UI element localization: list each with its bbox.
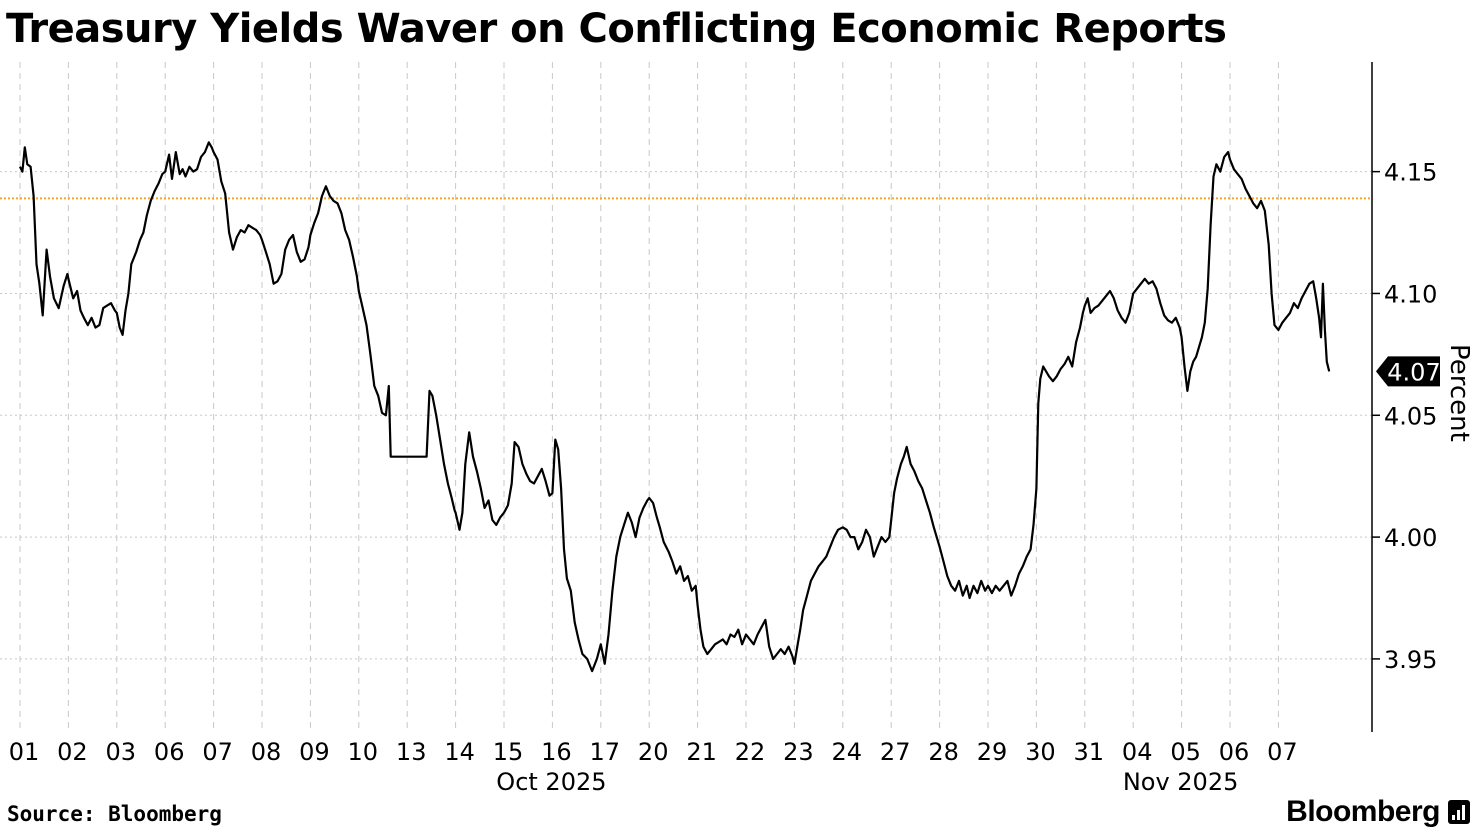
x-tick-label: 01 (9, 738, 40, 766)
last-value-badge: 4.07 (1376, 356, 1441, 387)
x-tick-label: 30 (1025, 738, 1056, 766)
x-tick-label: 27 (880, 738, 911, 766)
last-value-badge-shape (1376, 356, 1440, 387)
y-axis-label: Percent (1444, 344, 1474, 442)
x-tick-label: 23 (783, 738, 814, 766)
brand-name: Bloomberg (1286, 795, 1440, 828)
series-lines (19, 141, 1331, 673)
vertical-grid (19, 62, 1279, 732)
x-tick-label: 17 (590, 738, 621, 766)
y-tick-label: 4.15 (1384, 159, 1437, 187)
x-tick-label: 29 (977, 738, 1008, 766)
x-tick-label: 22 (735, 738, 766, 766)
x-tick-label: 04 (1122, 738, 1153, 766)
x-tick-label: 24 (832, 738, 863, 766)
y-tick-label: 4.00 (1384, 524, 1437, 552)
brand-logo: Bloomberg (1286, 795, 1470, 829)
source-note: Source: Bloomberg (7, 802, 222, 826)
x-tick-label: 06 (1219, 738, 1250, 766)
x-tick-label: 05 (1170, 738, 1201, 766)
x-tick-label: 13 (396, 738, 427, 766)
x-tick-label: 03 (106, 738, 137, 766)
x-month-label: Nov 2025 (1123, 768, 1239, 796)
x-tick-label: 10 (348, 738, 379, 766)
last-value-label: 4.07 (1387, 358, 1440, 386)
horizontal-grid (0, 171, 1372, 660)
x-tick-label: 16 (541, 738, 572, 766)
x-month-label: Oct 2025 (496, 768, 606, 796)
x-tick-label: 20 (638, 738, 669, 766)
x-axis: 01 02 03 06 07 08 09 10 13 14 15 16 17 20 21 22 23 24 27 28… (9, 738, 1298, 796)
x-tick-label: 31 (1074, 738, 1105, 766)
x-tick-label: 08 (251, 738, 282, 766)
x-tick-label: 15 (493, 738, 524, 766)
y-tick-label: 3.95 (1384, 646, 1437, 674)
x-tick-label: 02 (57, 738, 88, 766)
y-axis: 3.95 4.00 4.05 4.10 4.15 (1371, 62, 1437, 732)
x-tick-label: 06 (154, 738, 185, 766)
y-tick-label: 4.10 (1384, 280, 1437, 308)
x-tick-label: 07 (1267, 738, 1298, 766)
x-tick-label: 14 (444, 738, 475, 766)
y-tick-label: 4.05 (1384, 402, 1437, 430)
x-tick-label: 07 (202, 738, 233, 766)
yield-series-line (19, 141, 1331, 673)
x-tick-label: 28 (928, 738, 959, 766)
bloomberg-terminal-icon (1448, 800, 1470, 824)
x-tick-label: 21 (686, 738, 717, 766)
chart-title: Treasury Yields Waver on Conflicting Eco… (6, 6, 1227, 52)
x-tick-label: 09 (299, 738, 330, 766)
